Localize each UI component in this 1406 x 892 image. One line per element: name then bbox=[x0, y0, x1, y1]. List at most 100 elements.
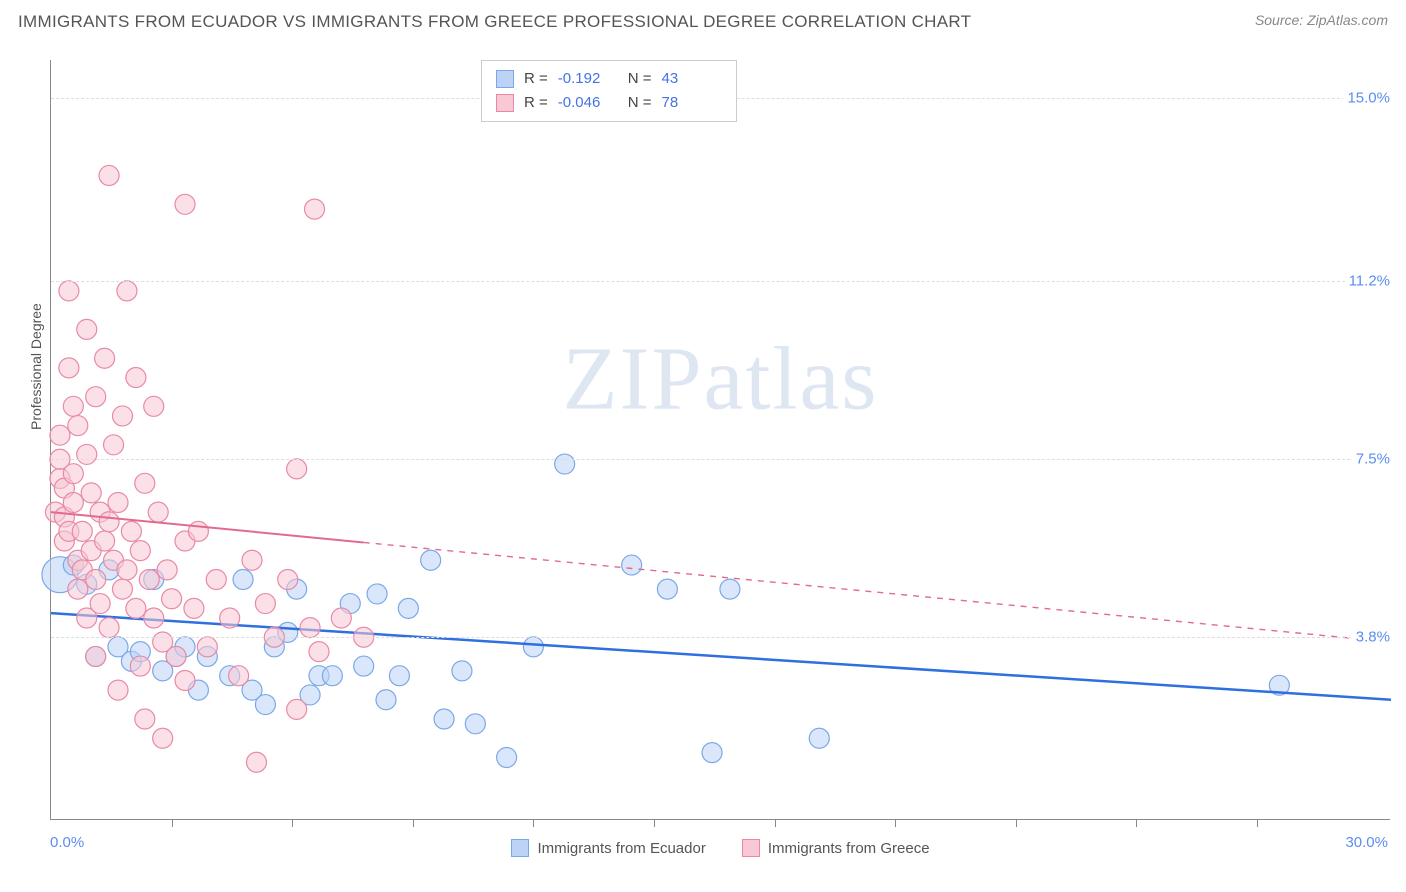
scatter-svg bbox=[51, 60, 1390, 819]
scatter-point bbox=[188, 521, 208, 541]
y-tick-label: 11.2% bbox=[1345, 273, 1394, 290]
scatter-point bbox=[367, 584, 387, 604]
x-tick bbox=[1257, 819, 1258, 827]
scatter-point bbox=[523, 637, 543, 657]
bottom-legend: Immigrants from Ecuador Immigrants from … bbox=[51, 839, 1390, 857]
stat-r-ecuador: -0.192 bbox=[558, 67, 618, 91]
gridline bbox=[51, 637, 1390, 638]
scatter-point bbox=[63, 464, 83, 484]
chart-source: Source: ZipAtlas.com bbox=[1255, 12, 1388, 28]
legend-label-greece: Immigrants from Greece bbox=[768, 840, 930, 857]
scatter-point bbox=[50, 425, 70, 445]
scatter-point bbox=[81, 483, 101, 503]
scatter-point bbox=[309, 642, 329, 662]
x-tick bbox=[775, 819, 776, 827]
scatter-point bbox=[112, 406, 132, 426]
scatter-point bbox=[305, 199, 325, 219]
stat-n-label: N = bbox=[628, 67, 652, 91]
scatter-point bbox=[153, 728, 173, 748]
scatter-point bbox=[497, 747, 517, 767]
scatter-point bbox=[117, 560, 137, 580]
scatter-point bbox=[398, 598, 418, 618]
scatter-point bbox=[99, 165, 119, 185]
scatter-point bbox=[157, 560, 177, 580]
scatter-point bbox=[86, 387, 106, 407]
x-tick bbox=[1136, 819, 1137, 827]
scatter-point bbox=[77, 319, 97, 339]
chart-header: IMMIGRANTS FROM ECUADOR VS IMMIGRANTS FR… bbox=[0, 0, 1406, 40]
x-tick bbox=[895, 819, 896, 827]
scatter-point bbox=[68, 579, 88, 599]
scatter-point bbox=[434, 709, 454, 729]
x-tick bbox=[413, 819, 414, 827]
scatter-point bbox=[99, 512, 119, 532]
scatter-point bbox=[104, 435, 124, 455]
scatter-point bbox=[220, 608, 240, 628]
scatter-point bbox=[166, 646, 186, 666]
scatter-point bbox=[59, 281, 79, 301]
swatch-ecuador bbox=[496, 70, 514, 88]
scatter-point bbox=[144, 396, 164, 416]
scatter-point bbox=[95, 348, 115, 368]
scatter-point bbox=[184, 598, 204, 618]
scatter-point bbox=[555, 454, 575, 474]
scatter-point bbox=[108, 680, 128, 700]
scatter-point bbox=[197, 637, 217, 657]
scatter-point bbox=[175, 671, 195, 691]
scatter-point bbox=[229, 666, 249, 686]
scatter-point bbox=[255, 695, 275, 715]
scatter-point bbox=[99, 618, 119, 638]
stat-n-label: N = bbox=[628, 91, 652, 115]
scatter-point bbox=[90, 594, 110, 614]
scatter-point bbox=[144, 608, 164, 628]
scatter-point bbox=[108, 493, 128, 513]
x-axis-label-min: 0.0% bbox=[50, 834, 84, 851]
y-tick-label: 3.8% bbox=[1352, 629, 1394, 646]
gridline bbox=[51, 281, 1390, 282]
stats-row-greece: R = -0.046 N = 78 bbox=[496, 91, 722, 115]
scatter-point bbox=[322, 666, 342, 686]
scatter-point bbox=[126, 598, 146, 618]
x-axis-label-max: 30.0% bbox=[1345, 834, 1388, 851]
scatter-point bbox=[809, 728, 829, 748]
scatter-point bbox=[300, 618, 320, 638]
scatter-point bbox=[112, 579, 132, 599]
x-tick bbox=[1016, 819, 1017, 827]
y-tick-label: 7.5% bbox=[1352, 451, 1394, 468]
x-tick bbox=[292, 819, 293, 827]
scatter-point bbox=[63, 493, 83, 513]
scatter-point bbox=[117, 281, 137, 301]
scatter-point bbox=[135, 473, 155, 493]
scatter-point bbox=[255, 594, 275, 614]
regression-line-dashed bbox=[364, 542, 1391, 642]
scatter-point bbox=[130, 541, 150, 561]
stat-n-ecuador: 43 bbox=[662, 67, 722, 91]
scatter-point bbox=[622, 555, 642, 575]
scatter-point bbox=[139, 569, 159, 589]
scatter-point bbox=[135, 709, 155, 729]
scatter-point bbox=[278, 569, 298, 589]
legend-item-ecuador: Immigrants from Ecuador bbox=[511, 839, 705, 857]
scatter-point bbox=[95, 531, 115, 551]
swatch-greece bbox=[496, 94, 514, 112]
x-tick bbox=[654, 819, 655, 827]
stat-r-label: R = bbox=[524, 91, 548, 115]
scatter-point bbox=[77, 444, 97, 464]
scatter-point bbox=[287, 459, 307, 479]
legend-swatch-ecuador bbox=[511, 839, 529, 857]
stat-r-label: R = bbox=[524, 67, 548, 91]
scatter-point bbox=[421, 550, 441, 570]
scatter-point bbox=[130, 656, 150, 676]
scatter-point bbox=[121, 521, 141, 541]
scatter-point bbox=[389, 666, 409, 686]
scatter-point bbox=[246, 752, 266, 772]
gridline bbox=[51, 459, 1390, 460]
chart-plot-area: ZIPatlas R = -0.192 N = 43 R = -0.046 N … bbox=[50, 60, 1390, 820]
legend-label-ecuador: Immigrants from Ecuador bbox=[537, 840, 705, 857]
legend-swatch-greece bbox=[742, 839, 760, 857]
scatter-point bbox=[465, 714, 485, 734]
y-axis-title: Professional Degree bbox=[28, 303, 44, 430]
x-tick bbox=[533, 819, 534, 827]
scatter-point bbox=[331, 608, 351, 628]
scatter-point bbox=[657, 579, 677, 599]
